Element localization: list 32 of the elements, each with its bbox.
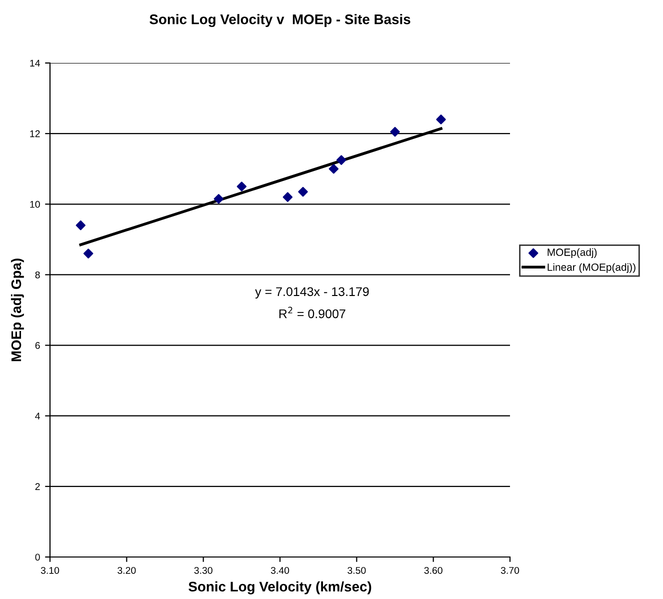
x-tick-label: 3.10 bbox=[40, 566, 60, 574]
legend-label: Linear (MOEp(adj)) bbox=[548, 263, 636, 273]
annotation: R$^{2}$ = 0.9007 bbox=[279, 306, 346, 318]
y-tick-label: 14 bbox=[30, 60, 40, 67]
x-tick-label: 3.70 bbox=[500, 566, 520, 574]
y-tick-label: 8 bbox=[35, 271, 40, 278]
y-tick-label: 4 bbox=[35, 412, 40, 420]
y-tick-label: 12 bbox=[30, 130, 40, 138]
y-axis-title: MOEp (adj Gpa) bbox=[10, 258, 24, 362]
point bbox=[76, 220, 86, 230]
x-tick-label: 3.40 bbox=[270, 566, 290, 574]
point bbox=[236, 182, 247, 192]
y-tick-label: 10 bbox=[30, 200, 40, 208]
x-axis-title: Sonic Log Velocity (km/sec) bbox=[188, 581, 372, 594]
x-tick-label: 3.20 bbox=[118, 566, 136, 574]
y-tick-label: 2 bbox=[35, 483, 40, 490]
point bbox=[436, 114, 446, 124]
chart-title: Sonic Log Velocity v MOEp - Site Basis bbox=[150, 14, 410, 28]
x-tick-label: 3.30 bbox=[194, 566, 212, 574]
point bbox=[336, 155, 346, 165]
point bbox=[390, 126, 400, 137]
legend-label: MOEp(adj) bbox=[548, 248, 597, 258]
point bbox=[83, 248, 94, 258]
x-tick-label: 3.50 bbox=[348, 566, 366, 574]
point bbox=[214, 194, 224, 204]
x-tick-label: 3.60 bbox=[424, 566, 442, 574]
y-tick-label: 0 bbox=[35, 554, 40, 561]
y-tick-label: 6 bbox=[35, 342, 40, 349]
point bbox=[298, 186, 308, 197]
point bbox=[282, 192, 293, 202]
annotation: y = 7.0143x - 13.179 bbox=[255, 287, 369, 299]
point bbox=[328, 164, 339, 174]
